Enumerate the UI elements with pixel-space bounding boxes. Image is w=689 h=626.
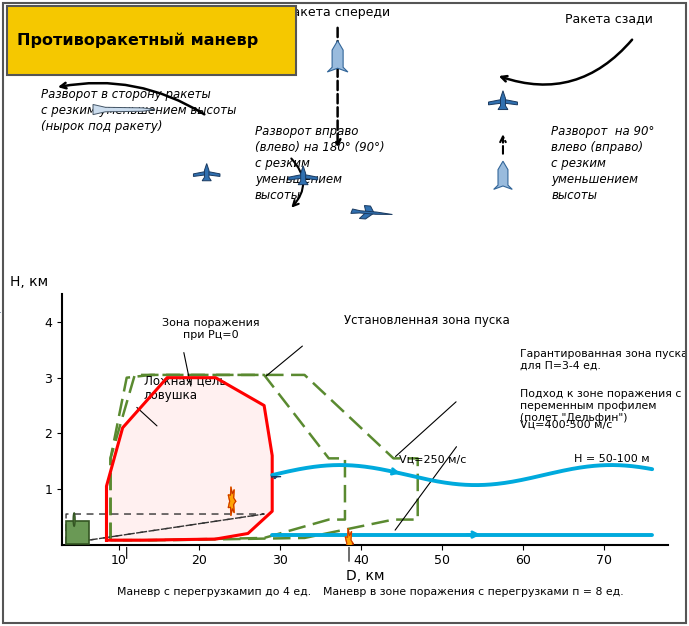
Polygon shape	[93, 105, 155, 115]
Polygon shape	[493, 162, 512, 189]
Text: H = 50-100 м: H = 50-100 м	[575, 454, 650, 464]
Y-axis label: H, км: H, км	[10, 275, 48, 289]
Polygon shape	[489, 100, 517, 105]
X-axis label: D, км: D, км	[346, 569, 384, 583]
Text: Vц=250 м/с: Vц=250 м/с	[398, 454, 466, 464]
Text: Ложная цель
ловушка: Ложная цель ловушка	[144, 374, 226, 403]
Text: Маневр с перегрузкамип до 4 ед.: Маневр с перегрузкамип до 4 ед.	[116, 587, 311, 597]
Text: Гарантированная зона пуска
для П=3-4 ед.: Гарантированная зона пуска для П=3-4 ед.	[520, 349, 688, 371]
Text: Установленная зона пуска: Установленная зона пуска	[344, 314, 510, 327]
Polygon shape	[289, 175, 318, 180]
Polygon shape	[228, 487, 236, 516]
Circle shape	[73, 513, 75, 526]
Text: Противоракетный маневр: Противоракетный маневр	[17, 33, 258, 48]
Polygon shape	[107, 377, 272, 540]
Polygon shape	[274, 475, 277, 479]
Polygon shape	[228, 487, 236, 516]
Text: Ракета спереди: Ракета спереди	[285, 6, 390, 19]
Text: Разворот  на 90°
влево (вправо)
с резким
уменьшением
высоты: Разворот на 90° влево (вправо) с резким …	[551, 125, 655, 202]
Polygon shape	[351, 209, 393, 215]
Polygon shape	[345, 528, 353, 558]
Polygon shape	[360, 205, 374, 219]
Text: Разворот вправо
(влево) на 180° (90°)
с резким
уменьшением
высоты: Разворот вправо (влево) на 180° (90°) с …	[255, 125, 384, 202]
Text: Ракета сзади: Ракета сзади	[565, 13, 653, 26]
FancyBboxPatch shape	[7, 6, 296, 75]
Polygon shape	[345, 528, 353, 558]
Text: Маневр в зоне поражения с перегрузками п = 8 ед.: Маневр в зоне поражения с перегрузками п…	[322, 587, 624, 597]
Polygon shape	[498, 91, 508, 110]
Polygon shape	[327, 41, 348, 72]
Text: Vц=400-500 м/с: Vц=400-500 м/с	[520, 419, 612, 429]
Polygon shape	[202, 163, 212, 181]
Polygon shape	[298, 166, 308, 185]
Polygon shape	[271, 476, 281, 478]
Polygon shape	[194, 172, 220, 177]
Text: Подход к зоне поражения с
переменным профилем
(полет "Дельфин"): Подход к зоне поражения с переменным про…	[520, 389, 681, 423]
Text: Ракета слева: Ракета слева	[73, 18, 161, 31]
Text: Разворот в сторону ракеты
с резким уменьшением высоты
(нырок под ракету): Разворот в сторону ракеты с резким умень…	[41, 88, 237, 133]
Text: Зона поражения
при Рц=0: Зона поражения при Рц=0	[162, 318, 259, 340]
Bar	[66, 521, 89, 544]
